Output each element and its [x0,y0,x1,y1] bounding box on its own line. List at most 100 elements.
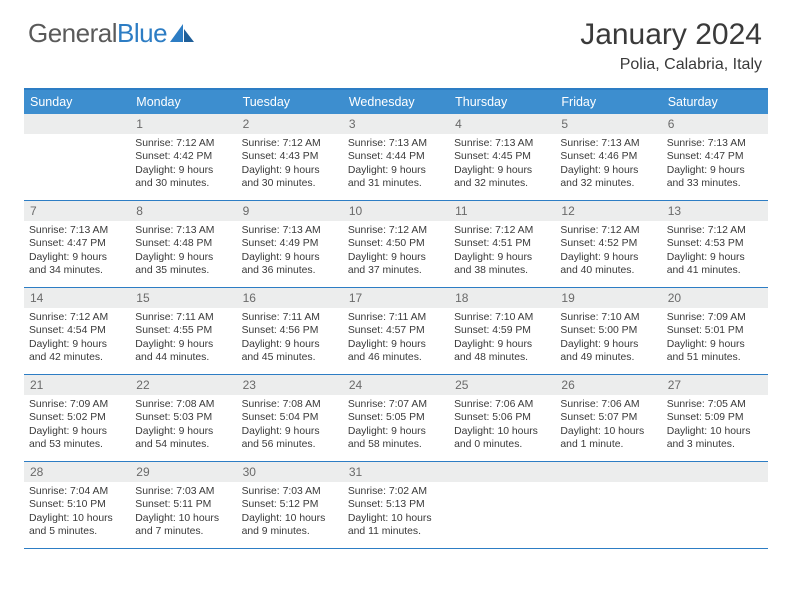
calendar-cell: 4Sunrise: 7:13 AMSunset: 4:45 PMDaylight… [449,114,555,200]
calendar-cell: 14Sunrise: 7:12 AMSunset: 4:54 PMDayligh… [24,288,130,374]
day-number: 15 [130,288,236,308]
logo-text-gray: General [28,18,117,49]
calendar-cell: 24Sunrise: 7:07 AMSunset: 5:05 PMDayligh… [343,375,449,461]
day-details: Sunrise: 7:12 AMSunset: 4:50 PMDaylight:… [343,221,449,281]
day-number: 27 [662,375,768,395]
logo: GeneralBlue [28,18,196,49]
calendar-cell [24,114,130,200]
calendar-cell: 2Sunrise: 7:12 AMSunset: 4:43 PMDaylight… [237,114,343,200]
day-details: Sunrise: 7:09 AMSunset: 5:01 PMDaylight:… [662,308,768,368]
calendar-cell: 12Sunrise: 7:12 AMSunset: 4:52 PMDayligh… [555,201,661,287]
day-number: 30 [237,462,343,482]
day-details: Sunrise: 7:11 AMSunset: 4:56 PMDaylight:… [237,308,343,368]
calendar-cell: 13Sunrise: 7:12 AMSunset: 4:53 PMDayligh… [662,201,768,287]
calendar-cell: 19Sunrise: 7:10 AMSunset: 5:00 PMDayligh… [555,288,661,374]
calendar-cell: 6Sunrise: 7:13 AMSunset: 4:47 PMDaylight… [662,114,768,200]
day-number: 22 [130,375,236,395]
day-details: Sunrise: 7:13 AMSunset: 4:48 PMDaylight:… [130,221,236,281]
calendar-cell: 7Sunrise: 7:13 AMSunset: 4:47 PMDaylight… [24,201,130,287]
calendar-cell: 16Sunrise: 7:11 AMSunset: 4:56 PMDayligh… [237,288,343,374]
day-header: Wednesday [343,90,449,114]
calendar-cell: 9Sunrise: 7:13 AMSunset: 4:49 PMDaylight… [237,201,343,287]
day-details: Sunrise: 7:04 AMSunset: 5:10 PMDaylight:… [24,482,130,542]
day-header: Saturday [662,90,768,114]
day-number: 25 [449,375,555,395]
header: GeneralBlue January 2024 Polia, Calabria… [0,0,792,82]
calendar-cell: 26Sunrise: 7:06 AMSunset: 5:07 PMDayligh… [555,375,661,461]
calendar-cell: 28Sunrise: 7:04 AMSunset: 5:10 PMDayligh… [24,462,130,548]
day-details: Sunrise: 7:10 AMSunset: 5:00 PMDaylight:… [555,308,661,368]
calendar-cell: 11Sunrise: 7:12 AMSunset: 4:51 PMDayligh… [449,201,555,287]
day-details: Sunrise: 7:03 AMSunset: 5:12 PMDaylight:… [237,482,343,542]
week-row: 28Sunrise: 7:04 AMSunset: 5:10 PMDayligh… [24,462,768,549]
day-number: 5 [555,114,661,134]
day-number: 24 [343,375,449,395]
day-details: Sunrise: 7:13 AMSunset: 4:47 PMDaylight:… [24,221,130,281]
day-details: Sunrise: 7:10 AMSunset: 4:59 PMDaylight:… [449,308,555,368]
calendar-cell: 8Sunrise: 7:13 AMSunset: 4:48 PMDaylight… [130,201,236,287]
calendar-cell [449,462,555,548]
day-details: Sunrise: 7:12 AMSunset: 4:53 PMDaylight:… [662,221,768,281]
day-details: Sunrise: 7:02 AMSunset: 5:13 PMDaylight:… [343,482,449,542]
calendar-cell: 18Sunrise: 7:10 AMSunset: 4:59 PMDayligh… [449,288,555,374]
day-header: Tuesday [237,90,343,114]
calendar-cell: 5Sunrise: 7:13 AMSunset: 4:46 PMDaylight… [555,114,661,200]
calendar-cell: 21Sunrise: 7:09 AMSunset: 5:02 PMDayligh… [24,375,130,461]
day-number: 17 [343,288,449,308]
day-details: Sunrise: 7:13 AMSunset: 4:47 PMDaylight:… [662,134,768,194]
day-details: Sunrise: 7:13 AMSunset: 4:45 PMDaylight:… [449,134,555,194]
day-number: 10 [343,201,449,221]
day-number: 8 [130,201,236,221]
calendar-cell: 29Sunrise: 7:03 AMSunset: 5:11 PMDayligh… [130,462,236,548]
calendar-cell [555,462,661,548]
day-number: 14 [24,288,130,308]
location: Polia, Calabria, Italy [580,56,762,74]
calendar-cell: 27Sunrise: 7:05 AMSunset: 5:09 PMDayligh… [662,375,768,461]
week-row: 21Sunrise: 7:09 AMSunset: 5:02 PMDayligh… [24,375,768,462]
day-number: 31 [343,462,449,482]
calendar: Sunday Monday Tuesday Wednesday Thursday… [24,88,768,549]
day-header: Friday [555,90,661,114]
calendar-cell: 22Sunrise: 7:08 AMSunset: 5:03 PMDayligh… [130,375,236,461]
day-details: Sunrise: 7:12 AMSunset: 4:52 PMDaylight:… [555,221,661,281]
calendar-cell: 20Sunrise: 7:09 AMSunset: 5:01 PMDayligh… [662,288,768,374]
day-number: 11 [449,201,555,221]
day-number: 2 [237,114,343,134]
day-details: Sunrise: 7:13 AMSunset: 4:46 PMDaylight:… [555,134,661,194]
day-number: 26 [555,375,661,395]
day-number: 6 [662,114,768,134]
day-number: 19 [555,288,661,308]
day-number: 4 [449,114,555,134]
day-number: 13 [662,201,768,221]
calendar-cell: 30Sunrise: 7:03 AMSunset: 5:12 PMDayligh… [237,462,343,548]
calendar-cell: 23Sunrise: 7:08 AMSunset: 5:04 PMDayligh… [237,375,343,461]
day-details: Sunrise: 7:12 AMSunset: 4:43 PMDaylight:… [237,134,343,194]
calendar-cell: 3Sunrise: 7:13 AMSunset: 4:44 PMDaylight… [343,114,449,200]
day-details: Sunrise: 7:09 AMSunset: 5:02 PMDaylight:… [24,395,130,455]
day-details: Sunrise: 7:06 AMSunset: 5:07 PMDaylight:… [555,395,661,455]
day-number: 29 [130,462,236,482]
day-number: 7 [24,201,130,221]
day-details: Sunrise: 7:05 AMSunset: 5:09 PMDaylight:… [662,395,768,455]
calendar-cell: 10Sunrise: 7:12 AMSunset: 4:50 PMDayligh… [343,201,449,287]
day-number: 28 [24,462,130,482]
day-number: 18 [449,288,555,308]
day-number-empty [662,462,768,482]
day-number: 20 [662,288,768,308]
week-row: 1Sunrise: 7:12 AMSunset: 4:42 PMDaylight… [24,114,768,201]
day-number: 3 [343,114,449,134]
day-header-row: Sunday Monday Tuesday Wednesday Thursday… [24,90,768,114]
day-details: Sunrise: 7:12 AMSunset: 4:42 PMDaylight:… [130,134,236,194]
day-number: 9 [237,201,343,221]
day-number-empty [449,462,555,482]
day-details: Sunrise: 7:08 AMSunset: 5:03 PMDaylight:… [130,395,236,455]
day-number-empty [555,462,661,482]
day-details: Sunrise: 7:08 AMSunset: 5:04 PMDaylight:… [237,395,343,455]
day-number: 12 [555,201,661,221]
day-number-empty [24,114,130,134]
week-row: 14Sunrise: 7:12 AMSunset: 4:54 PMDayligh… [24,288,768,375]
day-details: Sunrise: 7:12 AMSunset: 4:51 PMDaylight:… [449,221,555,281]
calendar-cell: 1Sunrise: 7:12 AMSunset: 4:42 PMDaylight… [130,114,236,200]
day-number: 1 [130,114,236,134]
title-block: January 2024 Polia, Calabria, Italy [580,18,762,74]
